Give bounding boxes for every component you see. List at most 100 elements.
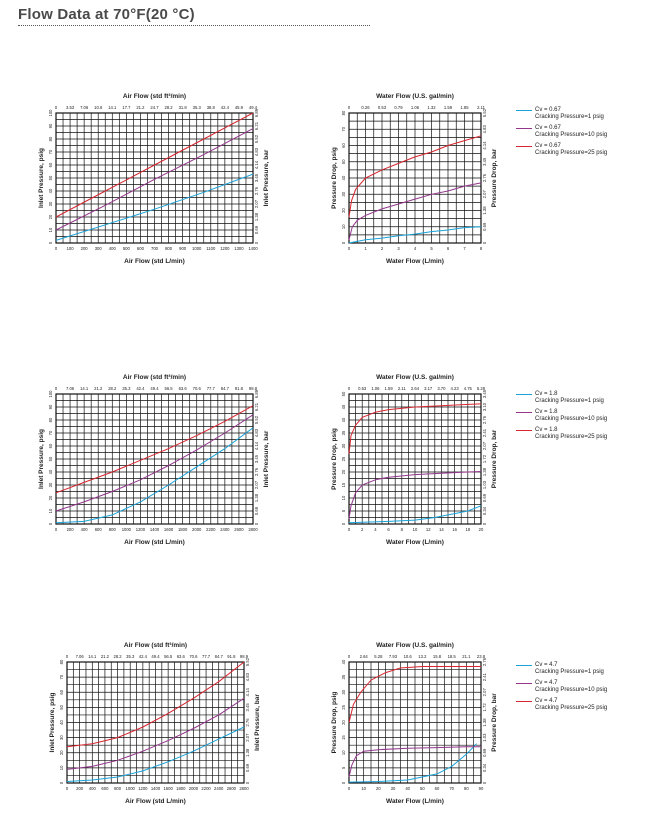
legend-swatch [516, 128, 532, 129]
y-tick-label: 80 [59, 659, 64, 664]
legend-entry: Cv = 0.67 Cracking Pressure=10 psig [516, 125, 607, 139]
plot-frame [66, 661, 245, 784]
top-tick-label: 18.5 [448, 654, 457, 659]
x-tick-label: 1400 [151, 786, 161, 791]
legend-cracking-label: Cracking Pressure=25 psig [535, 150, 608, 156]
y-tick-label: 60 [59, 689, 64, 694]
top-tick-label: 5.28 [374, 654, 383, 659]
series-line-1 [55, 427, 254, 524]
x-tick-label: 6 [447, 246, 450, 251]
x-tick-label: 10 [413, 527, 418, 532]
series-line-2 [348, 182, 482, 240]
right-tick-label: 1.38 [482, 467, 487, 476]
top-tick-label: 1.32 [427, 105, 436, 110]
top-tick-label: 35.3 [126, 654, 135, 659]
legend-entry: Cv = 1.8 Cracking Pressure=10 psig [516, 409, 607, 423]
legend-entry: Cv = 0.67 Cracking Pressure=25 psig [516, 143, 607, 157]
y-tick-label: 35 [341, 674, 346, 679]
top-tick-label: 2.64 [360, 654, 369, 659]
right-tick-label: 0.34 [482, 506, 487, 515]
top-tick-label: 98.9 [240, 654, 249, 659]
right-tick-label: 2.07 [254, 480, 259, 489]
y-tick-label: 0 [48, 241, 53, 244]
top-tick-label: 38.8 [207, 105, 216, 110]
y-tick-label: 60 [48, 443, 53, 448]
y-tick-label: 20 [59, 750, 64, 755]
y-tick-label: 20 [341, 469, 346, 474]
top-tick-label: 28.2 [164, 105, 173, 110]
top-tick-label: 0 [55, 105, 58, 110]
top-tick-label: 49.4 [249, 105, 258, 110]
right-tick-label: 2.76 [482, 415, 487, 424]
y-axis-label-right: Inlet Pressure, bar [263, 149, 270, 206]
x-tick-label: 900 [179, 246, 187, 251]
y-axis-label: Inlet Pressure, psig [38, 429, 45, 489]
x-tick-label: 400 [81, 527, 89, 532]
x-tick-label: 1600 [164, 527, 174, 532]
top-tick-label: 4.75 [464, 386, 473, 391]
top-tick-label: 1.06 [371, 386, 380, 391]
x-tick-label: 2800 [248, 527, 258, 532]
x-tick-label: 2200 [206, 527, 216, 532]
y-tick-label: 25 [341, 704, 346, 709]
top-tick-label: 2.11 [477, 105, 486, 110]
top-tick-label: 63.6 [177, 654, 186, 659]
right-tick-label: 0.69 [482, 748, 487, 757]
y-tick-label: 20 [48, 495, 53, 500]
top-tick-label: 31.8 [179, 105, 188, 110]
top-tick-label: 70.6 [193, 386, 202, 391]
y-tick-label: 20 [48, 214, 53, 219]
legend-cv067: Cv = 0.67 Cracking Pressure=1 psig Cv = 0.… [516, 107, 607, 161]
top-tick-label: 5.28 [477, 386, 486, 391]
y-axis-label-right: Pressure Drop, bar [491, 148, 498, 207]
top-tick-label: 23.8 [477, 654, 486, 659]
legend-cv-label: Cv = 4.7 [535, 680, 558, 686]
y-axis-label-right: Inlet Pressure, bar [263, 430, 270, 487]
top-tick-label: 0.53 [358, 386, 367, 391]
legend-entry: Cv = 1.8 Cracking Pressure=1 psig [516, 391, 607, 405]
series-line-1 [66, 726, 245, 782]
page-title: Flow Data at 70°F(20 °C) [18, 6, 195, 23]
top-tick-label: 0 [348, 386, 351, 391]
x-tick-label: 0 [66, 786, 69, 791]
chart-title: Air Flow (std ft³/min) [124, 642, 187, 649]
plot-frame [348, 112, 482, 244]
x-tick-label: 100 [67, 246, 75, 251]
y-tick-label: 0 [48, 522, 53, 525]
right-tick-label: 0.69 [245, 763, 250, 772]
right-tick-label: 0.69 [254, 506, 259, 515]
right-tick-label: 4.83 [245, 672, 250, 681]
top-tick-label: 21.2 [136, 105, 145, 110]
x-tick-label: 600 [101, 786, 109, 791]
top-tick-label: 14.1 [108, 105, 117, 110]
series-line-1 [348, 505, 482, 524]
x-tick-label: 2000 [192, 527, 202, 532]
x-tick-label: 40 [405, 786, 410, 791]
top-tick-label: 0.79 [394, 105, 403, 110]
right-tick-label: 3.45 [482, 157, 487, 166]
legend-cv-label: Cv = 4.7 [535, 698, 558, 704]
top-tick-label: 84.7 [215, 654, 224, 659]
right-tick-label: 2.07 [245, 733, 250, 742]
x-tick-label: 1800 [176, 786, 186, 791]
y-tick-label: 70 [48, 430, 53, 435]
y-tick-label: 30 [48, 201, 53, 206]
right-tick-label: 3.45 [254, 173, 259, 182]
right-tick-label: 5.52 [482, 108, 487, 117]
chart-water-cv067: 0 1 2 3 4 5 6 7 80 0.26 0.53 0.79 1.06 1.32 1.59 1.85 2.… [331, 93, 498, 265]
x-tick-label: 2000 [189, 786, 199, 791]
right-tick-label: 5.52 [245, 657, 250, 666]
legend-cv-label: Cv = 1.8 [535, 391, 558, 397]
top-tick-label: 14.1 [88, 654, 97, 659]
series-line-1 [55, 173, 254, 241]
chart-title: Water Flow (U.S. gal/min) [376, 374, 454, 381]
top-tick-label: 63.6 [179, 386, 188, 391]
series-line-3 [55, 112, 254, 218]
series-line-2 [348, 746, 481, 778]
top-tick-label: 10.6 [404, 654, 413, 659]
y-tick-label: 50 [341, 159, 346, 164]
x-tick-label: 5 [430, 246, 433, 251]
x-tick-label: 200 [81, 246, 89, 251]
top-tick-label: 0.53 [378, 105, 387, 110]
y-axis-label: Pressure Drop, psig [331, 692, 338, 754]
